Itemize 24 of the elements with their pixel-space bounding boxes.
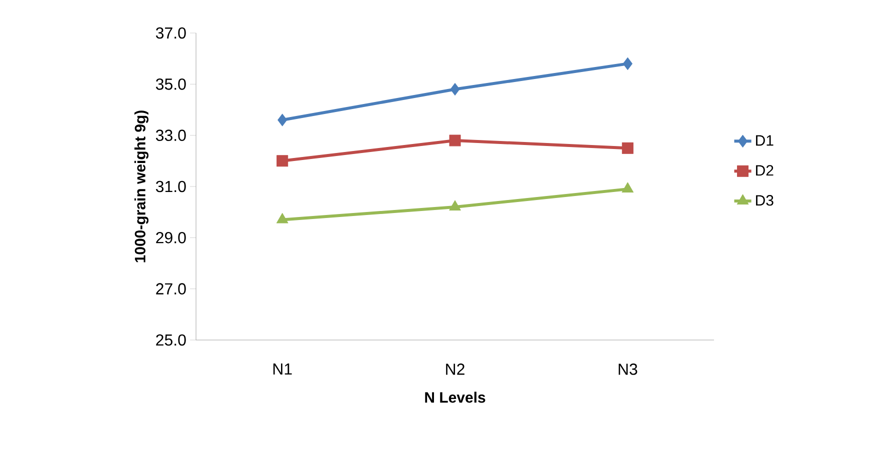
x-axis-title: N Levels <box>425 392 486 403</box>
legend-label: D1 <box>756 135 774 146</box>
point <box>449 200 461 210</box>
point <box>450 83 460 96</box>
point <box>276 155 288 167</box>
point <box>276 213 288 224</box>
point <box>622 142 634 154</box>
legend-label: D3 <box>756 195 774 206</box>
y-tick-label: 37.0 <box>156 27 186 39</box>
point <box>622 57 632 70</box>
x-tick-label: N2 <box>446 364 464 375</box>
point <box>278 114 288 126</box>
y-tick-label: 29.0 <box>156 232 186 244</box>
y-tick-label: 25.0 <box>156 334 186 346</box>
y-axis-title: 1000-grain weight 9g) <box>134 110 148 262</box>
y-tick-label: 31.0 <box>156 180 186 192</box>
point <box>449 134 461 146</box>
x-tick-label: N1 <box>273 364 292 375</box>
legend-label: D2 <box>756 165 774 176</box>
point <box>622 182 634 193</box>
y-tick-label: 35.0 <box>156 78 186 90</box>
x-tick-label: N3 <box>618 364 638 375</box>
y-tick-label: 33.0 <box>156 130 186 141</box>
y-tick-label: 27.0 <box>156 283 186 294</box>
